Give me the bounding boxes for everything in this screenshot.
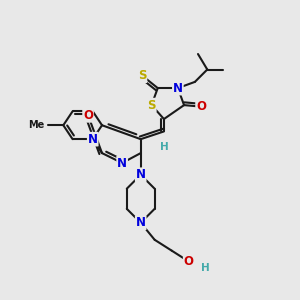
Text: N: N [136, 216, 146, 229]
Text: S: S [147, 99, 156, 112]
Text: S: S [138, 69, 146, 82]
Text: N: N [136, 168, 146, 181]
Text: H: H [201, 263, 210, 273]
Text: O: O [83, 109, 93, 122]
Text: N: N [88, 133, 98, 146]
Text: O: O [196, 100, 206, 113]
Text: H: H [160, 142, 168, 152]
Text: N: N [173, 82, 183, 94]
Text: N: N [117, 157, 127, 169]
Text: Me: Me [28, 120, 45, 130]
Text: O: O [184, 255, 194, 268]
